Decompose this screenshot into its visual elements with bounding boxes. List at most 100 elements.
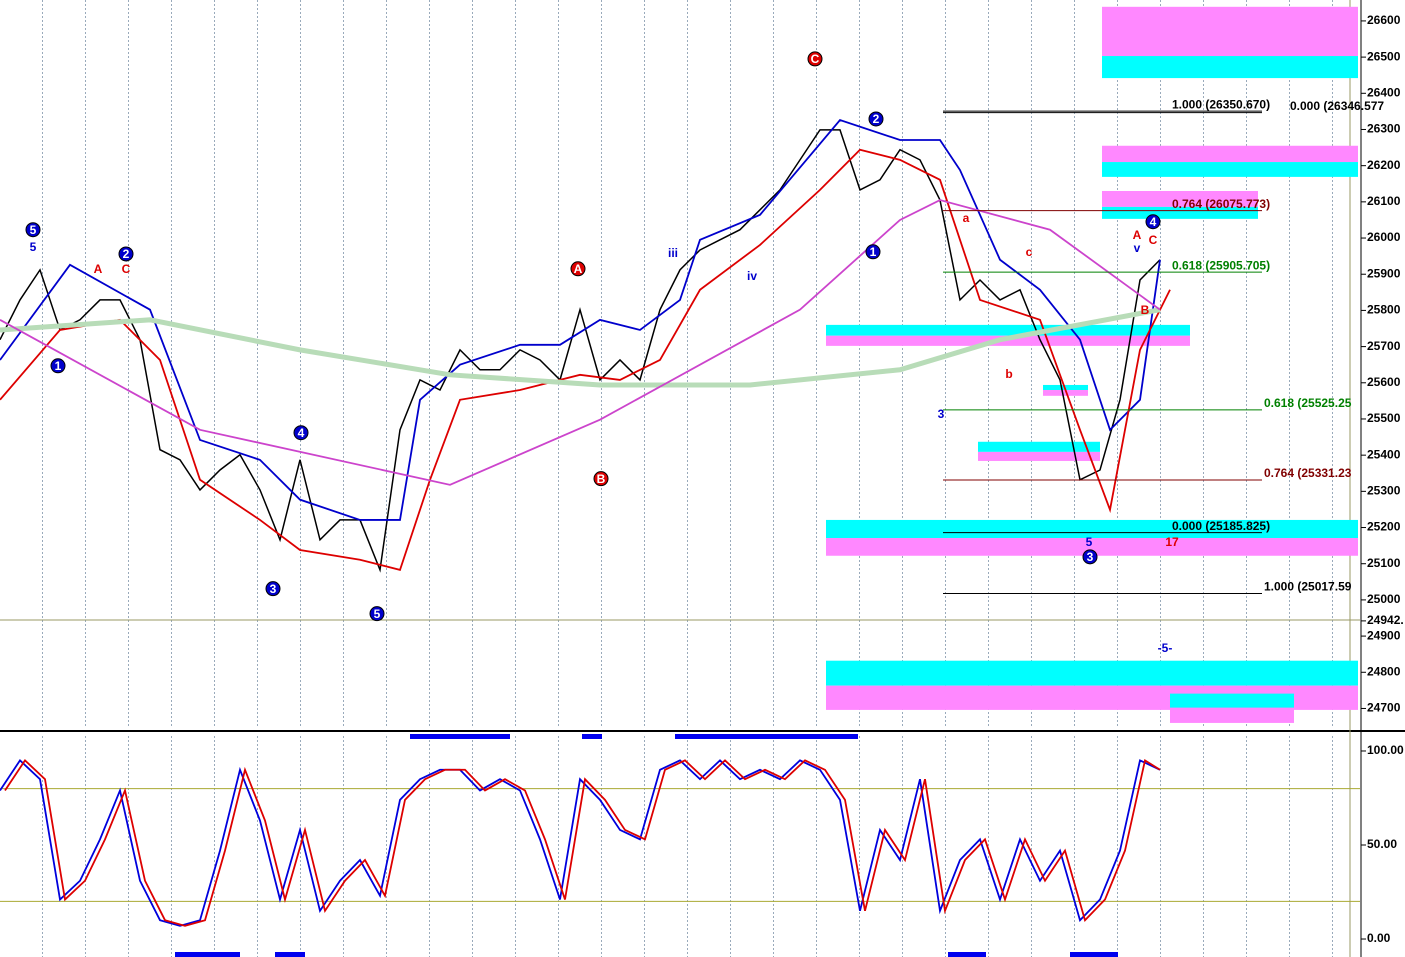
time-bar	[175, 952, 240, 957]
y-tick-label: 25600	[1367, 375, 1401, 389]
wave-label: 2	[873, 112, 880, 126]
wave-label: C	[122, 262, 131, 276]
y-tick-label: 26400	[1367, 85, 1401, 99]
y-tick-label: 26000	[1367, 230, 1401, 244]
wave-circle	[865, 244, 881, 260]
wave-label: C	[1149, 233, 1158, 247]
wave-label: A	[574, 262, 583, 276]
y-tick-label: 100.00	[1367, 743, 1404, 757]
wave-label: a	[963, 211, 970, 225]
y-tick-label: 26500	[1367, 49, 1401, 63]
zone	[1102, 6, 1358, 57]
wave-circle	[118, 246, 134, 262]
wave-circle	[265, 581, 281, 597]
fib-label: 1.000 (26350.670)	[1172, 97, 1270, 111]
y-tick-label: 25900	[1367, 266, 1401, 280]
y-tick-label: 50.00	[1367, 837, 1397, 851]
wave-circle	[593, 471, 609, 487]
y-tick-label: 24942.	[1367, 613, 1404, 627]
wave-label: 4	[298, 426, 305, 440]
series-line	[0, 129, 1161, 573]
y-tick-label: 26200	[1367, 158, 1401, 172]
zone	[826, 519, 1358, 539]
wave-label: c	[1026, 245, 1033, 259]
wave-circle	[1082, 549, 1098, 565]
wave-label: 5	[30, 240, 37, 254]
wave-label: C	[811, 52, 820, 66]
grid	[0, 0, 1360, 728]
series-line	[0, 148, 1171, 571]
wave-label: b	[1005, 367, 1012, 381]
wave-circle	[50, 358, 66, 374]
y-tick-label: 24800	[1367, 664, 1401, 678]
y-tick-label: 25800	[1367, 303, 1401, 317]
wave-label: -5-	[1158, 641, 1173, 655]
wave-label: 17	[1165, 535, 1179, 549]
wave-label: 5	[1086, 535, 1093, 549]
series-line	[0, 307, 1161, 388]
time-bar	[275, 952, 305, 957]
y-tick-label: 26100	[1367, 194, 1401, 208]
series-line	[0, 758, 1161, 927]
fib-label: 0.764 (26075.773)	[1172, 197, 1270, 211]
wave-label: 5	[30, 223, 37, 237]
wave-label: 1	[870, 245, 877, 259]
wave-label: 4	[1150, 215, 1157, 229]
wave-circle	[1145, 214, 1161, 230]
y-tick-label: 25300	[1367, 484, 1401, 498]
zone	[1170, 693, 1294, 708]
y-tick-label: 25200	[1367, 520, 1401, 534]
y-tick-label: 25500	[1367, 411, 1401, 425]
y-tick-label: 24700	[1367, 701, 1401, 715]
y-tick-label: 0.00	[1367, 931, 1391, 945]
time-bar	[675, 734, 858, 739]
wave-label: iii	[668, 246, 678, 260]
y-tick-label: 26600	[1367, 13, 1401, 27]
wave-circle	[807, 51, 823, 67]
zone	[1102, 145, 1358, 163]
wave-label: iv	[747, 269, 757, 283]
zone	[1102, 190, 1258, 207]
zone	[826, 335, 1190, 346]
wave-label: A	[94, 262, 103, 276]
zone	[826, 324, 1190, 336]
fib-label: 0.000 (26346.577	[1290, 99, 1384, 113]
wave-circle	[25, 222, 41, 238]
wave-label: B	[1141, 303, 1150, 317]
wave-label: B	[597, 472, 606, 486]
zone	[978, 441, 1100, 452]
y-tick-label: 25700	[1367, 339, 1401, 353]
wave-label: 2	[123, 247, 130, 261]
wave-label: 3	[938, 407, 945, 421]
time-bar	[410, 734, 510, 739]
zone	[1102, 56, 1358, 79]
time-bar	[948, 952, 986, 957]
fib-label: 0.618 (25525.25	[1264, 396, 1352, 410]
wave-label: v	[1134, 241, 1141, 255]
y-tick-label: 26300	[1367, 122, 1401, 136]
wave-circle	[868, 111, 884, 127]
wave-label: A	[1133, 228, 1142, 242]
fib-label: 0.764 (25331.23	[1264, 466, 1352, 480]
y-tick-label: 24900	[1367, 628, 1401, 642]
wave-circle	[570, 261, 586, 277]
wave-circle	[293, 425, 309, 441]
zone	[826, 660, 1358, 686]
series-line	[0, 119, 1161, 521]
wave-circle	[369, 606, 385, 622]
y-tick-label: 25400	[1367, 447, 1401, 461]
zone	[1170, 707, 1294, 723]
y-tick-label: 25100	[1367, 556, 1401, 570]
fib-label: 1.000 (25017.59	[1264, 580, 1352, 594]
y-tick-label: 25000	[1367, 592, 1401, 606]
zone	[1102, 162, 1358, 177]
wave-label: 1	[55, 359, 62, 373]
time-bar	[1070, 952, 1118, 957]
time-bar	[582, 734, 602, 739]
fib-label: 0.618 (25905.705)	[1172, 258, 1270, 272]
fib-label: 0.000 (25185.825)	[1172, 519, 1270, 533]
series-line	[0, 199, 1161, 486]
wave-label: 3	[1087, 550, 1094, 564]
zone	[1043, 390, 1088, 396]
